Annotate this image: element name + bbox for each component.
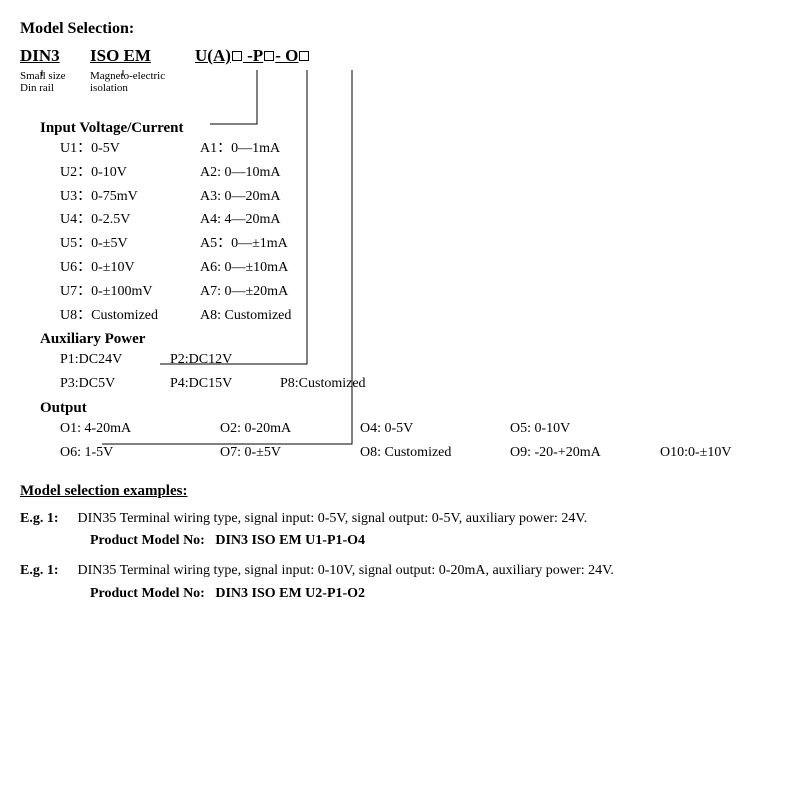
segment-din3: DIN3 Small sizeDin rail: [20, 46, 66, 94]
input-row: U6：0-±10VA6: 0—±10mA: [60, 256, 780, 280]
page-title: Model Selection:: [20, 20, 780, 38]
aux-section-label: Auxiliary Power: [40, 331, 780, 348]
output-row: O1: 4-20mAO2: 0-20mAO4: 0-5VO5: 0-10V: [60, 417, 780, 441]
aux-row: P3:DC5VP4:DC15VP8:Customized: [60, 372, 780, 396]
model-code-line: DIN3 Small sizeDin rail ISO EM Magneto-e…: [20, 46, 780, 116]
output-row: O6: 1-5VO7: 0-±5VO8: CustomizedO9: -20-+…: [60, 441, 780, 465]
segment-ua: U(A) -P- O: [195, 46, 310, 66]
output-section-label: Output: [40, 400, 780, 417]
input-row: U1：0-5VA1：0—1mA: [60, 137, 780, 161]
input-row: U5：0-±5VA5：0—±1mA: [60, 232, 780, 256]
example-item: E.g. 1: DIN35 Terminal wiring type, sign…: [20, 508, 780, 553]
examples-block: E.g. 1: DIN35 Terminal wiring type, sign…: [20, 508, 780, 606]
input-section-label: Input Voltage/Current: [40, 120, 780, 137]
examples-title: Model selection examples:: [20, 483, 780, 500]
input-row: U3：0-75mVA3: 0—20mA: [60, 185, 780, 209]
input-row: U4：0-2.5VA4: 4—20mA: [60, 208, 780, 232]
aux-row: P1:DC24VP2:DC12V: [60, 348, 780, 372]
example-item: E.g. 1: DIN35 Terminal wiring type, sign…: [20, 560, 780, 605]
segment-isoem: ISO EM Magneto-electricisolation: [90, 46, 165, 94]
aux-rows: P1:DC24VP2:DC12VP3:DC5VP4:DC15VP8:Custom…: [60, 348, 780, 396]
output-rows: O1: 4-20mAO2: 0-20mAO4: 0-5VO5: 0-10VO6:…: [60, 417, 780, 465]
input-row: U2：0-10VA2: 0—10mA: [60, 161, 780, 185]
input-row: U7：0-±100mVA7: 0—±20mA: [60, 280, 780, 304]
input-row: U8：CustomizedA8: Customized: [60, 304, 780, 328]
input-rows: U1：0-5VA1：0—1mAU2：0-10VA2: 0—10mAU3：0-75…: [60, 137, 780, 327]
